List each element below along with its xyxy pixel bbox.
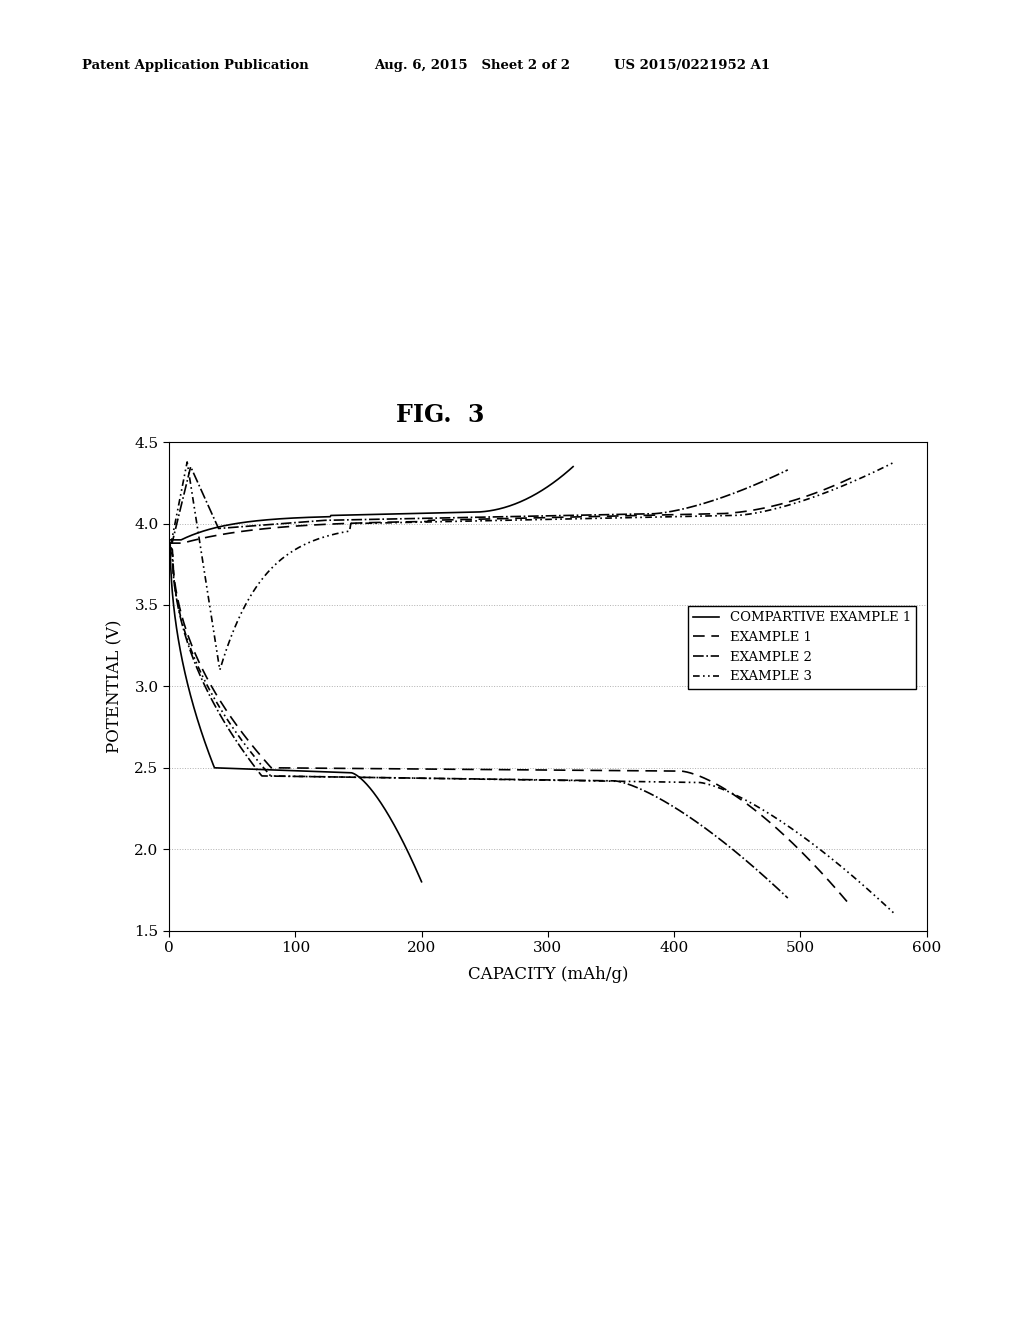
EXAMPLE 1 [163, 535, 175, 550]
EXAMPLE 1 [676, 507, 688, 523]
COMPARTIVE EXAMPLE 1 [467, 504, 479, 520]
EXAMPLE 2 [443, 510, 456, 525]
EXAMPLE 1 [564, 510, 577, 525]
EXAMPLE 3 [293, 540, 305, 556]
Legend: COMPARTIVE EXAMPLE 1, EXAMPLE 1, EXAMPLE 2, EXAMPLE 3: COMPARTIVE EXAMPLE 1, EXAMPLE 1, EXAMPLE… [687, 606, 916, 689]
EXAMPLE 1 [845, 470, 857, 486]
COMPARTIVE EXAMPLE 1 [567, 458, 580, 474]
Line: EXAMPLE 3: EXAMPLE 3 [169, 462, 895, 669]
EXAMPLE 2 [273, 516, 286, 532]
EXAMPLE 2 [630, 507, 642, 523]
Line: EXAMPLE 1: EXAMPLE 1 [169, 478, 851, 543]
Line: EXAMPLE 2: EXAMPLE 2 [169, 467, 787, 543]
EXAMPLE 3 [214, 661, 226, 677]
Text: FIG.  3: FIG. 3 [396, 403, 484, 426]
COMPARTIVE EXAMPLE 1 [163, 532, 175, 548]
EXAMPLE 1 [284, 519, 296, 535]
EXAMPLE 3 [711, 508, 723, 524]
EXAMPLE 3 [163, 535, 175, 550]
EXAMPLE 3 [889, 454, 901, 470]
EXAMPLE 2 [781, 462, 794, 478]
EXAMPLE 3 [592, 511, 604, 527]
COMPARTIVE EXAMPLE 1 [266, 511, 279, 527]
EXAMPLE 2 [528, 508, 541, 524]
EXAMPLE 2 [184, 459, 197, 475]
Line: COMPARTIVE EXAMPLE 1: COMPARTIVE EXAMPLE 1 [169, 466, 573, 540]
Y-axis label: POTENTIAL (V): POTENTIAL (V) [106, 619, 123, 754]
COMPARTIVE EXAMPLE 1 [234, 515, 247, 531]
EXAMPLE 3 [649, 510, 662, 525]
EXAMPLE 1 [618, 508, 631, 524]
EXAMPLE 2 [323, 512, 335, 528]
EXAMPLE 2 [578, 507, 590, 523]
COMPARTIVE EXAMPLE 1 [401, 506, 414, 521]
Text: Patent Application Publication: Patent Application Publication [82, 59, 308, 73]
EXAMPLE 2 [163, 535, 175, 550]
Text: US 2015/0221952 A1: US 2015/0221952 A1 [614, 59, 770, 73]
Text: Aug. 6, 2015   Sheet 2 of 2: Aug. 6, 2015 Sheet 2 of 2 [374, 59, 569, 73]
COMPARTIVE EXAMPLE 1 [346, 507, 358, 523]
X-axis label: CAPACITY (mAh/g): CAPACITY (mAh/g) [468, 966, 628, 983]
EXAMPLE 3 [351, 516, 364, 532]
EXAMPLE 3 [493, 512, 505, 528]
EXAMPLE 1 [338, 516, 350, 532]
COMPARTIVE EXAMPLE 1 [433, 506, 445, 521]
EXAMPLE 1 [471, 511, 483, 527]
